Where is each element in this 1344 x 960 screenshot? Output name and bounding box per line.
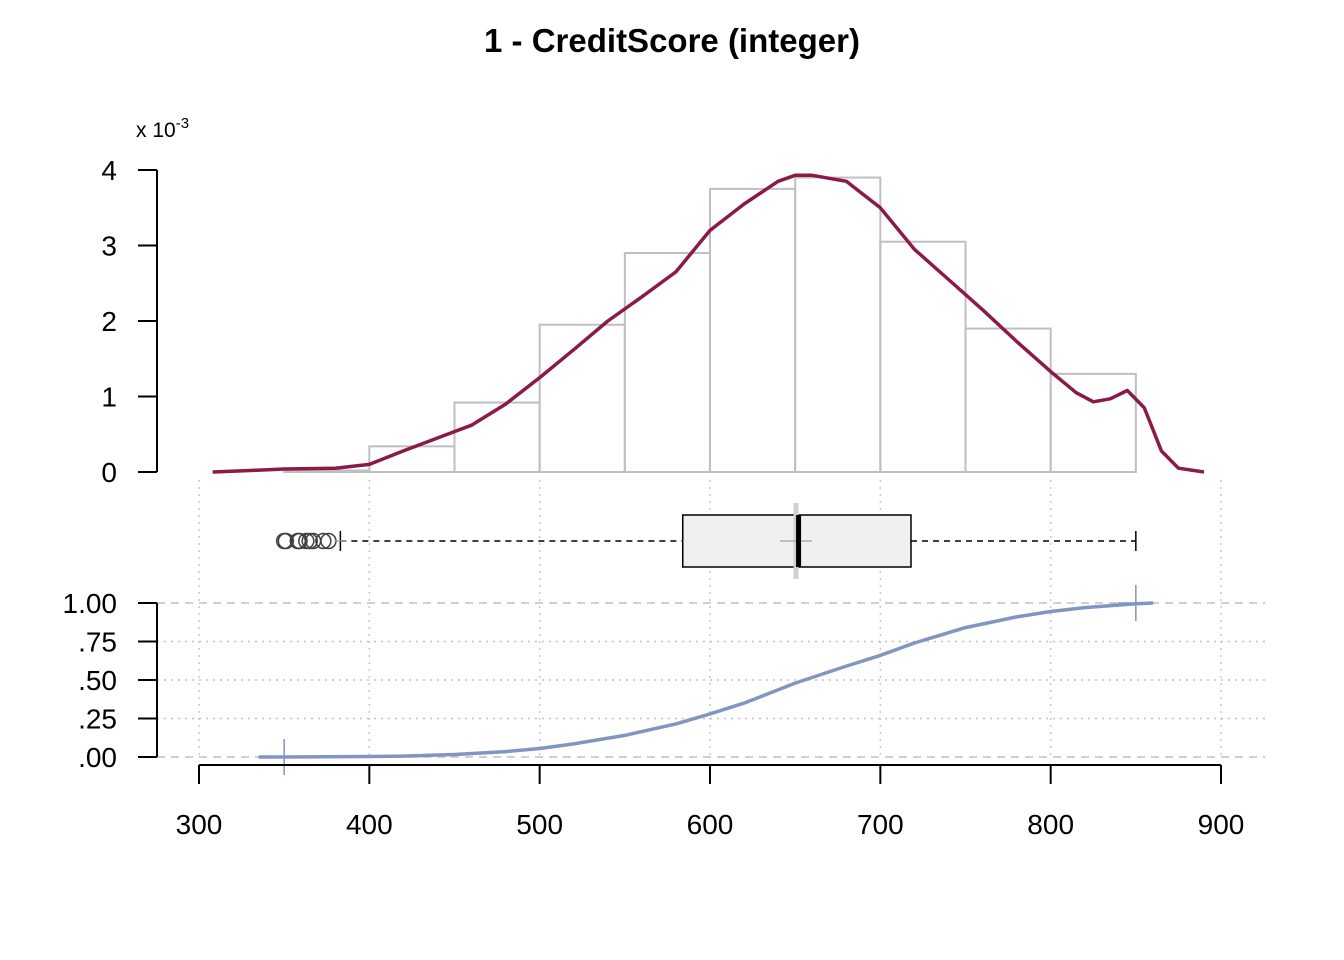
density-curve bbox=[212, 173, 1205, 474]
density-line bbox=[212, 173, 1205, 474]
histogram-bar-8 bbox=[964, 327, 1052, 473]
x-tick-label-5: 800 bbox=[1027, 809, 1074, 840]
boxplot bbox=[275, 503, 1137, 579]
multiplier-base: x 10 bbox=[136, 119, 176, 142]
histogram-bar-6 bbox=[794, 176, 882, 474]
boxplot-outlier-3 bbox=[291, 532, 308, 550]
x-tick-label-1: 400 bbox=[346, 809, 393, 840]
x-tick-label-4: 700 bbox=[857, 809, 904, 840]
histogram-y-tick-label-0: 0 bbox=[101, 457, 117, 488]
histogram-y-tick-label-1: 1 bbox=[101, 382, 117, 413]
x-tick-label-3: 600 bbox=[687, 809, 734, 840]
x-tick-label-0: 300 bbox=[176, 809, 223, 840]
histogram-bar-0 bbox=[283, 469, 371, 473]
histogram-y-multiplier: x 10-3 bbox=[136, 115, 189, 142]
histogram-bar-9 bbox=[1049, 372, 1137, 474]
boxplot-outlier-7 bbox=[315, 532, 332, 550]
ecdf-line bbox=[258, 601, 1153, 759]
ecdf-y-tick-label-4: 1.00 bbox=[63, 588, 118, 619]
boxplot-outlier-5 bbox=[301, 532, 318, 550]
boxplot-outlier-1 bbox=[277, 532, 295, 550]
histogram-y-tick-label-2: 2 bbox=[101, 306, 117, 337]
histogram-bar-3 bbox=[538, 323, 626, 473]
x-tick-label-2: 500 bbox=[516, 809, 563, 840]
ecdf-y-tick-label-2: .50 bbox=[78, 665, 117, 696]
ecdf-y-tick-label-0: .00 bbox=[78, 742, 117, 773]
ecdf-y-tick-label-3: .75 bbox=[78, 627, 117, 658]
histogram-bar-5 bbox=[709, 187, 797, 473]
chart-title: 1 - CreditScore (integer) bbox=[484, 22, 860, 59]
axes: 0 1 2 3 4 .00 .25 .50 .75 1.00 300 400 500 600 700 800 9… bbox=[63, 155, 1245, 840]
histogram-y-tick-label-4: 4 bbox=[101, 155, 117, 186]
histogram-y-tick-label-3: 3 bbox=[101, 231, 117, 262]
x-tick-label-6: 900 bbox=[1198, 809, 1245, 840]
histogram-bar-4 bbox=[623, 252, 711, 473]
histogram bbox=[283, 176, 1137, 474]
histogram-bar-7 bbox=[879, 240, 967, 473]
ecdf-y-tick-label-1: .25 bbox=[78, 704, 117, 735]
histogram-bar-2 bbox=[453, 401, 541, 474]
ecdf-plot bbox=[258, 585, 1154, 775]
multiplier-exponent: -3 bbox=[176, 115, 189, 132]
